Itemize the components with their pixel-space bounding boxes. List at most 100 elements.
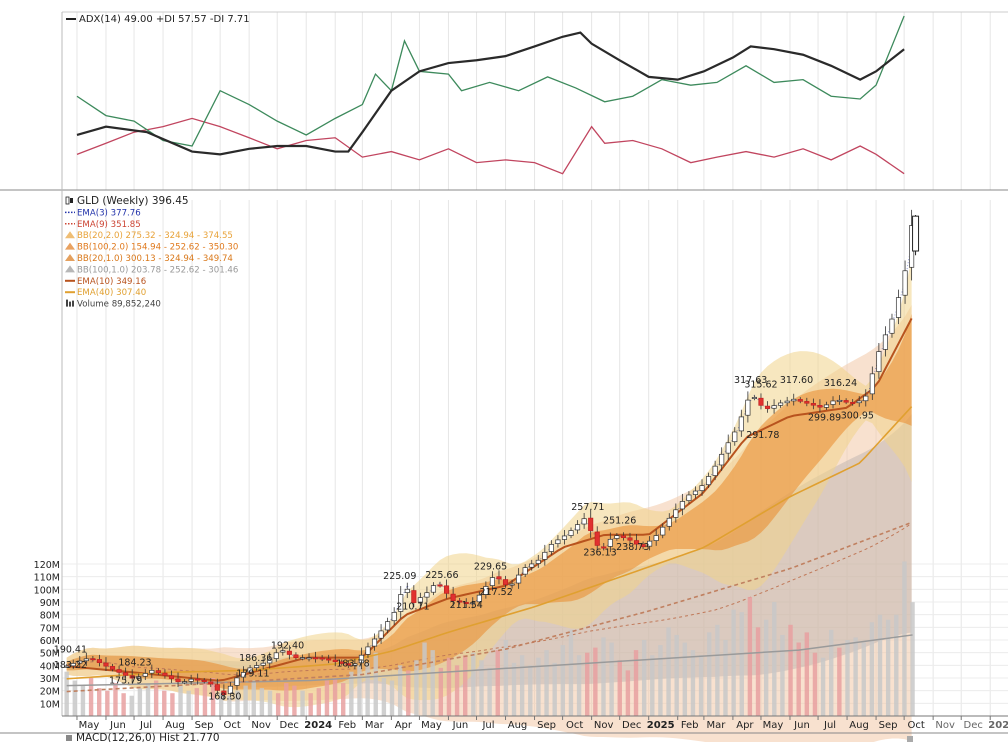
candle-body (83, 658, 89, 662)
candle-body (548, 544, 554, 552)
volume-bar (235, 690, 240, 716)
candle-body (784, 400, 790, 404)
candle-body (856, 400, 862, 404)
price-label: 236.13 (583, 548, 616, 559)
candle-body (666, 517, 672, 527)
volume-bar (780, 634, 785, 716)
candle-body (162, 672, 168, 676)
candle-body (463, 601, 469, 604)
volume-bar (796, 642, 801, 716)
candle-body (588, 517, 594, 531)
candle-body (791, 398, 797, 402)
candle-body (837, 399, 843, 402)
candle-body (234, 677, 240, 686)
volume-bar (902, 561, 907, 716)
adx-panel (76, 15, 905, 175)
volume-bar (763, 619, 769, 716)
candle-body (627, 537, 633, 541)
x-tick-label: May (763, 720, 784, 731)
candle-body (732, 431, 738, 443)
series-line-ema-10- (66, 317, 913, 682)
candle-body (640, 544, 646, 548)
volume-bar (113, 683, 118, 716)
volume-bar (137, 688, 143, 716)
candle-body (385, 621, 391, 631)
volume-bar (747, 596, 753, 716)
candle-body (201, 679, 207, 683)
candle-body (869, 373, 875, 395)
macd-bar (907, 736, 913, 742)
volume-tick-label: 100M (34, 585, 60, 596)
ema-3-line (66, 242, 913, 696)
candle-body (437, 584, 443, 587)
candle-body (581, 518, 587, 525)
candle-body (142, 673, 148, 677)
x-tick-label: Jun (109, 720, 126, 731)
volume-bar (170, 693, 175, 716)
bollinger-bands (66, 258, 912, 742)
price-label: 183.78 (336, 659, 369, 670)
candle-body (778, 402, 784, 406)
candle-body (686, 494, 692, 501)
candle-body (240, 672, 247, 678)
x-tick-label: Apr (395, 720, 413, 731)
candle-body (365, 646, 371, 655)
band-icon (65, 265, 75, 273)
volume-bar (552, 662, 557, 716)
candle-body (647, 540, 653, 547)
volume-bar (373, 652, 378, 716)
legend-entry: BB(20,1.0) 300.13 - 324.94 - 349.74 (77, 254, 233, 264)
volume-bar (853, 637, 858, 716)
candle-body (863, 395, 869, 402)
volume-bar (80, 685, 86, 716)
candle-body (260, 662, 266, 666)
volume-bar (674, 634, 679, 716)
candle-body (764, 405, 771, 409)
volume-bar (381, 678, 387, 716)
candle-body (411, 590, 417, 603)
volume-bar (332, 678, 338, 716)
price-label: 211.54 (450, 600, 483, 611)
price-labels: 190.41 183.22 184.23 175.79 168.30 186.36 179.… (54, 375, 874, 702)
x-tick-label: May (421, 720, 442, 731)
legend-entry: Volume 89,852,240 (77, 300, 161, 310)
candle-body (607, 538, 613, 547)
macd-label: MACD(12,26,0) Hist 21.770 (76, 732, 220, 742)
volume-bar (341, 683, 346, 716)
candle-body (633, 540, 640, 545)
candle-body (168, 675, 175, 679)
candle-body (417, 597, 423, 603)
candle-body (561, 535, 568, 540)
volume-bar (316, 688, 322, 716)
price-label: 317.63 (734, 375, 767, 386)
bb-100-midline (66, 522, 912, 676)
series-line-ema-40- (66, 406, 913, 680)
candle-body (823, 404, 830, 408)
candle-body (345, 663, 351, 666)
price-label: 168.30 (208, 691, 241, 702)
candle-body (876, 351, 882, 372)
price-label: 179.11 (236, 668, 269, 679)
volume-bar (755, 627, 761, 716)
volume-bar (544, 650, 549, 716)
volume-bar (495, 650, 500, 716)
candle-body (653, 535, 659, 541)
volume-bar (568, 629, 574, 716)
candle-body (136, 676, 142, 679)
x-tick-label: Jun (793, 720, 810, 731)
volume-bar (877, 614, 883, 716)
candle-body (64, 665, 70, 668)
volume-bar (284, 683, 289, 716)
volume-bar (820, 657, 826, 716)
candle-body (378, 630, 384, 639)
last-candle-body (912, 215, 920, 252)
candle-body (509, 583, 515, 586)
x-tick-label: Sep (537, 720, 556, 731)
volume-bar (365, 662, 370, 716)
candle-body (745, 399, 751, 416)
volume-bar (576, 655, 582, 716)
candle-body (902, 270, 908, 296)
